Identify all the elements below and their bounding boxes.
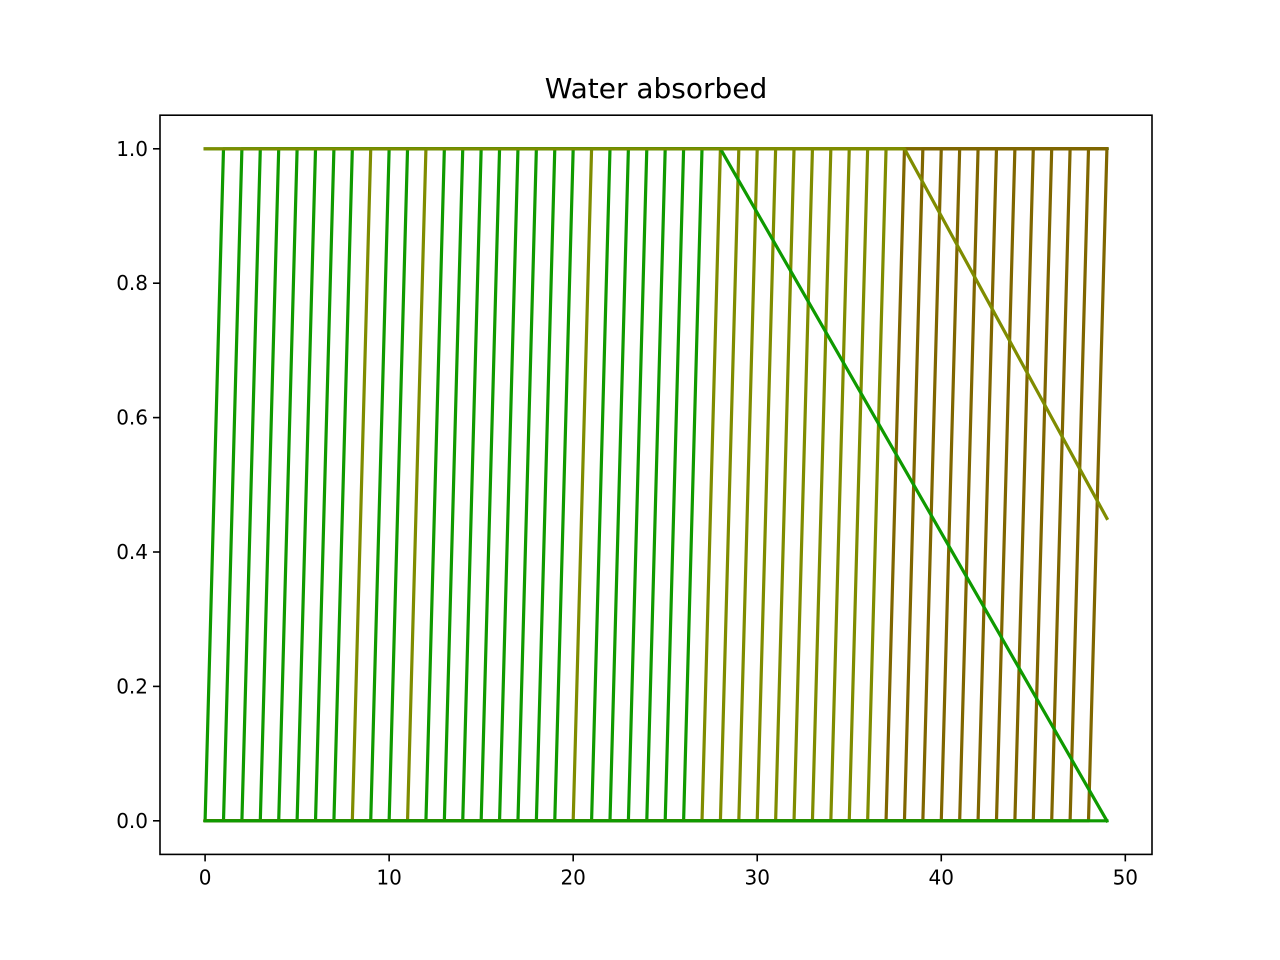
x-tick-label: 20	[560, 865, 585, 889]
x-tick-label: 0	[199, 865, 212, 889]
y-tick-label: 0.2	[116, 674, 148, 698]
plot-frame	[159, 114, 1153, 856]
x-tick-label: 30	[744, 865, 769, 889]
series-line-25	[203, 147, 1109, 823]
x-tick-label: 50	[1113, 865, 1138, 889]
chart-title: Water absorbed	[545, 72, 768, 105]
axis-layer: 0 10 20 30 40 50 0.0 0.2 0.4 0.6 0.8 1.0	[116, 137, 1138, 890]
x-tick-label: 10	[376, 865, 401, 889]
series-layer	[203, 147, 1110, 823]
y-tick-label: 0.6	[116, 406, 148, 430]
y-tick-label: 0.0	[116, 809, 148, 833]
series-line-51	[203, 147, 1110, 521]
y-tick-label: 1.0	[116, 137, 148, 161]
y-tick-label: 0.8	[116, 271, 148, 295]
y-tick-label: 0.4	[116, 540, 148, 564]
x-tick-label: 40	[929, 865, 954, 889]
